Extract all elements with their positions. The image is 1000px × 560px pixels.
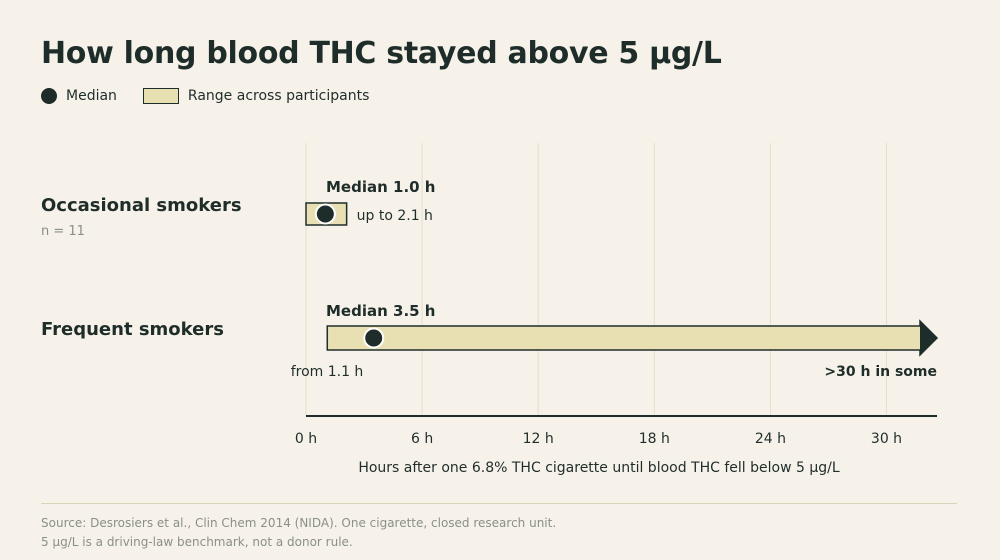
median-label: Median 1.0 h bbox=[326, 178, 435, 196]
source-line: Source: Desrosiers et al., Clin Chem 201… bbox=[41, 516, 557, 530]
range-max-label: up to 2.1 h bbox=[357, 208, 433, 224]
legend-range-swatch bbox=[142, 88, 179, 104]
legend-range-label: Range across participants bbox=[187, 88, 370, 104]
x-tick-label: 0 h bbox=[295, 431, 317, 447]
row-note-occasional: n = 11 bbox=[41, 224, 85, 239]
legend-item-median: Median bbox=[41, 88, 117, 104]
range-min-label: from 1.1 h bbox=[291, 364, 364, 380]
x-tick-label: 18 h bbox=[639, 431, 670, 447]
footer-divider bbox=[41, 503, 957, 504]
x-tick-label: 24 h bbox=[755, 431, 786, 447]
legend-median-label: Median bbox=[66, 88, 117, 104]
row-label-frequent: Frequent smokers bbox=[41, 319, 224, 340]
x-axis: 0 h 6 h 12 h 18 h 24 h 30 h Hours after one 6.… bbox=[295, 415, 937, 476]
median-label: Median 3.5 h bbox=[326, 302, 435, 320]
x-tick-label: 6 h bbox=[411, 431, 433, 447]
x-tick-label: 12 h bbox=[523, 431, 554, 447]
caveat-line: 5 µg/L is a driving-law benchmark, not a… bbox=[41, 535, 353, 549]
gridlines bbox=[305, 143, 887, 416]
range-marks: Median 1.0 h up to 2.1 h Median 3.5 h from … bbox=[291, 178, 939, 380]
legend-median-marker bbox=[41, 88, 57, 104]
x-axis-label: Hours after one 6.8% THC cigarette until… bbox=[358, 460, 840, 476]
chart-title: How long blood THC stayed above 5 µg/L bbox=[41, 36, 722, 71]
row-label-occasional: Occasional smokers bbox=[41, 195, 242, 216]
median-dot bbox=[363, 327, 385, 349]
legend: Median Range across participants bbox=[41, 86, 395, 106]
source-note: Source: Desrosiers et al., Clin Chem 201… bbox=[41, 514, 556, 552]
legend-item-range: Range across participants bbox=[142, 88, 370, 104]
range-bar bbox=[326, 319, 939, 357]
range-chart: Median 1.0 h up to 2.1 h Median 3.5 h from … bbox=[291, 143, 939, 476]
x-tick-label: 30 h bbox=[871, 431, 902, 447]
open-ended-arrow bbox=[920, 321, 937, 355]
range-max-label: >30 h in some bbox=[824, 364, 937, 380]
median-dot bbox=[314, 203, 336, 225]
